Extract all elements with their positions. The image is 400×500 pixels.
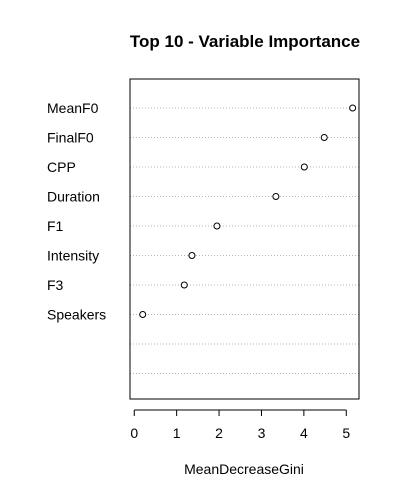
x-axis-label: MeanDecreaseGini (184, 461, 304, 477)
x-tick-label: 1 (173, 425, 181, 441)
row-label: FinalF0 (47, 130, 94, 146)
chart-title: Top 10 - Variable Importance (130, 32, 360, 51)
data-points (139, 104, 357, 318)
row-label: Speakers (47, 307, 106, 323)
row-label: CPP (47, 159, 76, 175)
data-point (180, 281, 188, 289)
data-point (320, 134, 328, 141)
row-label: MeanF0 (47, 100, 99, 116)
row-labels: MeanF0 FinalF0 CPP Duration F1 Intensity F3 Spe… (47, 100, 106, 323)
data-point (300, 163, 308, 171)
grid-lines (130, 107, 359, 374)
x-tick-label: 2 (215, 425, 223, 441)
row-label: Duration (47, 189, 100, 205)
x-tick-label: 4 (300, 425, 308, 441)
data-point (188, 252, 196, 259)
row-label: F1 (47, 218, 64, 234)
x-tick-label: 3 (258, 425, 266, 441)
data-point (272, 193, 280, 200)
plot-frame (129, 78, 360, 400)
x-axis: 0 1 2 3 4 5 (130, 409, 350, 441)
x-tick-label: 0 (130, 425, 138, 441)
data-point (139, 311, 147, 318)
x-tick-label: 5 (342, 425, 350, 441)
data-point (213, 222, 221, 230)
row-label: Intensity (47, 248, 99, 264)
data-point (349, 104, 357, 112)
row-label: F3 (47, 277, 64, 293)
